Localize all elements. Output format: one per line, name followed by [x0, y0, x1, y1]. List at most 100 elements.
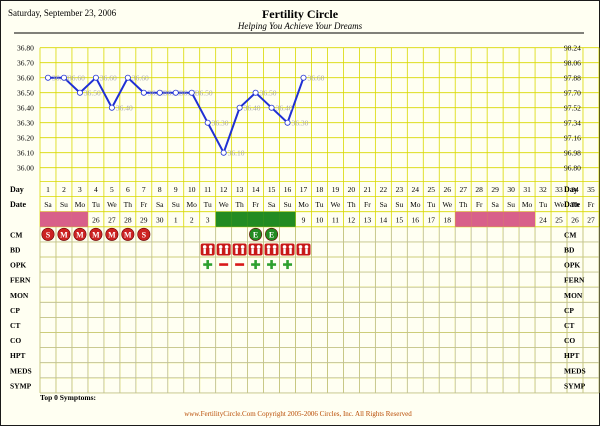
date-label: 26: [571, 215, 579, 224]
row-label-right-meds: MEDS: [564, 366, 586, 375]
row-label-right-cp: CP: [564, 306, 574, 315]
temperature-point-label: 36.50: [180, 89, 197, 98]
opk-negative-icon: [219, 263, 229, 266]
cycle-day-label: 29: [491, 185, 499, 194]
weekday-label: Th: [124, 200, 133, 209]
weekday-label: Su: [284, 200, 292, 209]
y-tick-label-c: 36.10: [17, 149, 34, 158]
row-label-cm: CM: [10, 230, 23, 239]
date-highlight-pink: [40, 211, 56, 227]
cycle-day-label: 34: [571, 185, 579, 194]
cycle-day-label: 17: [300, 185, 308, 194]
cm-marker-text: M: [60, 230, 68, 239]
weekday-label: Sa: [380, 200, 388, 209]
temperature-point: [284, 119, 291, 126]
cm-marker: [137, 227, 151, 241]
opk-negative-icon: [235, 263, 245, 266]
row-label-day: Day: [10, 185, 24, 194]
temperature-point-label: 36.60: [52, 74, 69, 83]
weekday-label: Mo: [187, 200, 198, 209]
date-label: 28: [124, 215, 132, 224]
cm-marker: [73, 227, 87, 241]
date-label: 2: [190, 215, 194, 224]
bd-icon-figure: [298, 245, 303, 249]
date-highlight-pink: [503, 211, 520, 227]
row-label-fern: FERN: [10, 276, 31, 285]
row-label-mon: MON: [10, 291, 29, 300]
bd-icon-figure: [266, 245, 271, 249]
row-label-hpt: HPT: [10, 351, 25, 360]
weekday-label: Tu: [315, 200, 323, 209]
weekday-label: Sa: [491, 200, 499, 209]
cycle-day-label: 14: [252, 185, 260, 194]
date-highlight-pink: [71, 211, 88, 227]
weekday-label: Mo: [522, 200, 533, 209]
weekday-label: We: [331, 200, 341, 209]
weekday-label: Su: [507, 200, 515, 209]
date-label: 29: [140, 215, 148, 224]
bd-icon-figure: [257, 248, 260, 254]
date-label: 25: [555, 215, 563, 224]
date-highlight-pink: [519, 211, 536, 227]
bd-icon: [280, 243, 295, 256]
y-tick-label-c: 36.80: [17, 44, 34, 53]
bd-icon-figure: [305, 248, 308, 254]
bd-icon-figure: [283, 248, 286, 254]
chart-subtitle: Helping You Achieve Your Dreams: [237, 21, 363, 31]
y-tick-label-f: 97.70: [564, 89, 581, 98]
cycle-day-label: 13: [236, 185, 244, 194]
cycle-day-label: 6: [126, 185, 130, 194]
bd-icon: [264, 243, 279, 256]
opk-positive-icon: [206, 260, 209, 270]
bd-icon-figure: [304, 245, 309, 249]
cm-marker-text: S: [142, 230, 147, 239]
cycle-day-label: 18: [316, 185, 324, 194]
y-tick-label-f: 97.16: [564, 134, 581, 143]
opk-positive-icon: [270, 260, 273, 270]
weekday-label: Sa: [44, 200, 52, 209]
row-label-right-hpt: HPT: [564, 351, 579, 360]
bd-icon-figure: [256, 245, 261, 249]
cycle-day-label: 20: [348, 185, 356, 194]
copyright-footer: www.FertilityCircle.Com Copyright 2005-2…: [184, 410, 412, 418]
cm-marker: [121, 227, 135, 241]
date-highlight-pink: [487, 211, 504, 227]
cycle-day-label: 3: [78, 185, 82, 194]
date-label: 17: [428, 215, 436, 224]
cycle-day-label: 4: [94, 185, 98, 194]
weekday-label: Tu: [204, 200, 212, 209]
row-label-ct: CT: [10, 321, 20, 330]
row-label-right-bd: BD: [564, 245, 575, 254]
cycle-day-label: 11: [204, 185, 211, 194]
temperature-point-label: 36.10: [228, 149, 245, 158]
bd-icon-figure: [282, 245, 287, 249]
y-tick-label-f: 96.80: [564, 164, 581, 173]
weekday-label: We: [107, 200, 117, 209]
opk-positive-icon: [286, 260, 289, 270]
cycle-day-label: 8: [158, 185, 162, 194]
weekday-label: Sa: [268, 200, 276, 209]
cycle-day-label: 15: [268, 185, 276, 194]
cm-marker: [41, 227, 55, 241]
date-label: 1: [174, 215, 178, 224]
weekday-label: Su: [60, 200, 68, 209]
weekday-label: We: [219, 200, 229, 209]
weekday-label: Su: [395, 200, 403, 209]
cm-marker: [105, 227, 119, 241]
weekday-label: Mo: [298, 200, 309, 209]
date-label: 15: [396, 215, 404, 224]
y-tick-label-f: 97.52: [564, 104, 581, 113]
cycle-day-label: 28: [475, 185, 483, 194]
y-tick-label-c: 36.40: [17, 104, 34, 113]
weekday-label: Fr: [140, 200, 147, 209]
bd-icon-figure: [240, 245, 245, 249]
date-label: 30: [156, 215, 164, 224]
bd-icon-figure: [224, 245, 229, 249]
cycle-day-label: 12: [220, 185, 228, 194]
temperature-point: [220, 149, 227, 156]
weekday-label: Tu: [427, 200, 435, 209]
opk-positive-icon: [254, 260, 257, 270]
date-label: 24: [539, 215, 547, 224]
row-label-right-opk: OPK: [564, 261, 580, 270]
